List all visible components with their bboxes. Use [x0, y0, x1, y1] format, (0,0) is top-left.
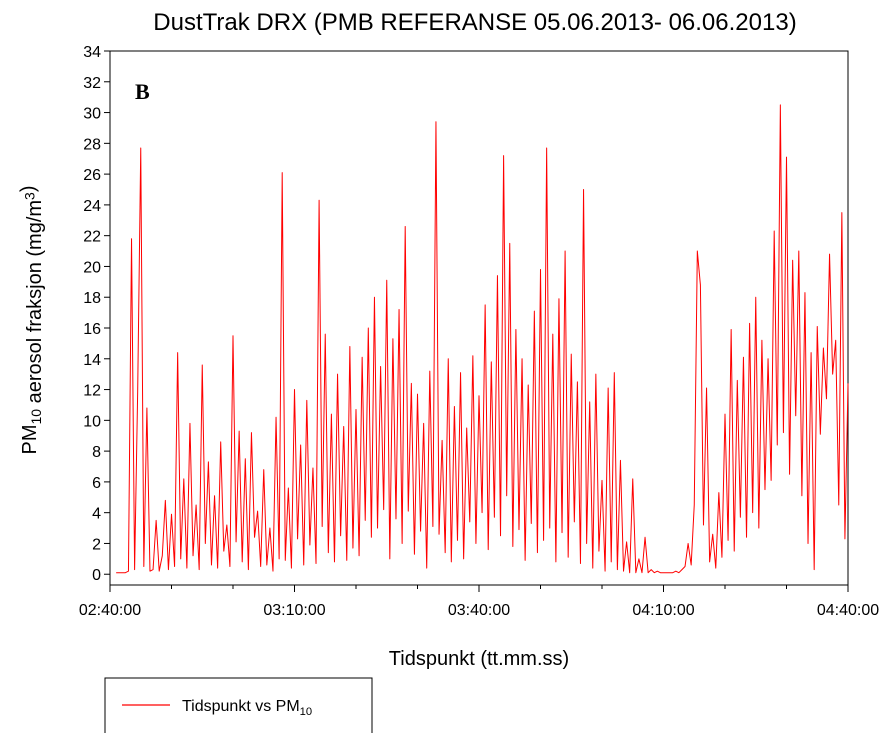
- y-tick-label: 8: [92, 444, 101, 461]
- y-tick-label: 32: [83, 75, 101, 92]
- y-tick-label: 34: [83, 44, 101, 61]
- y-tick-label: 0: [92, 567, 101, 584]
- x-axis-label: Tidspunkt (tt.mm.ss): [389, 648, 569, 670]
- data-line: [116, 104, 849, 574]
- y-tick-label: 22: [83, 229, 101, 246]
- chart-title: DustTrak DRX (PMB REFERANSE 05.06.2013- …: [153, 9, 796, 36]
- y-tick-label: 28: [83, 136, 101, 153]
- plot-frame: [109, 50, 849, 586]
- y-tick-label: 10: [83, 413, 101, 430]
- y-tick-label: 16: [83, 321, 101, 338]
- y-tick-label: 18: [83, 290, 101, 307]
- y-tick-label: 2: [92, 536, 101, 553]
- y-tick-label: 30: [83, 106, 101, 123]
- y-tick-label: 26: [83, 167, 101, 184]
- x-tick-label: 04:10:00: [632, 602, 694, 619]
- x-tick-label: 03:10:00: [263, 602, 325, 619]
- legend-label: Tidspunkt vs PM10: [182, 698, 312, 718]
- y-tick-label: 12: [83, 383, 101, 400]
- x-tick-label: 03:40:00: [448, 602, 510, 619]
- y-tick-label: 14: [83, 352, 101, 369]
- y-axis-label: PM10 aerosol fraksjon (mg/m3): [18, 185, 46, 454]
- y-tick-label: 4: [92, 506, 101, 523]
- x-tick-label: 02:40:00: [79, 602, 141, 619]
- panel-label: B: [135, 79, 150, 104]
- y-tick-label: 6: [92, 475, 101, 492]
- x-tick-label: 04:40:00: [817, 602, 879, 619]
- y-tick-label: 24: [83, 198, 101, 215]
- y-tick-label: 20: [83, 259, 101, 276]
